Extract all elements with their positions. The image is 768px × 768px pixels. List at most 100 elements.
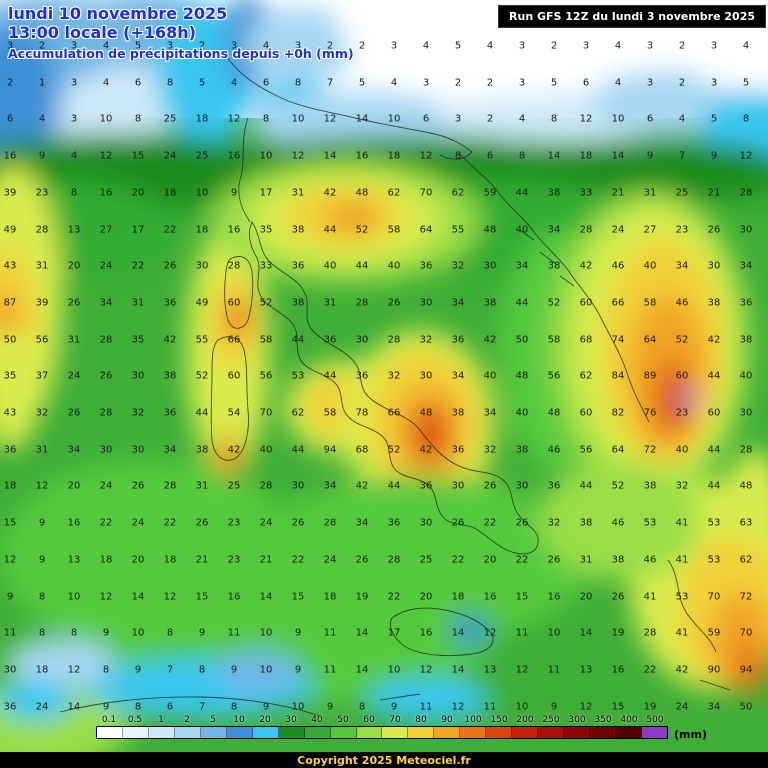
precip-value: 31 xyxy=(643,187,657,199)
precip-value: 68 xyxy=(579,334,593,346)
precip-value: 30 xyxy=(707,260,721,272)
precip-value: 24 xyxy=(35,701,49,713)
precip-value: 36 xyxy=(3,444,17,456)
precip-value: 46 xyxy=(643,554,657,566)
precip-value: 34 xyxy=(451,370,465,382)
precip-value: 5 xyxy=(358,77,366,89)
legend-swatch xyxy=(304,727,331,738)
precip-value: 24 xyxy=(323,554,337,566)
precip-value: 40 xyxy=(643,260,657,272)
precip-value: 44 xyxy=(323,224,337,235)
legend-tick-label: 1 xyxy=(158,715,164,725)
precip-value: 42 xyxy=(163,334,177,346)
precip-value: 2 xyxy=(678,40,686,52)
precip-value: 26 xyxy=(195,517,209,529)
precip-value: 24 xyxy=(675,701,689,713)
legend-tick-labels: 0.1 0.5 1 2 5 10 20 30 40 50 60 70 80 90 100 150 200 250 3… xyxy=(96,715,668,725)
precip-value: 28 xyxy=(387,554,401,566)
precip-value: 31 xyxy=(579,554,593,566)
precip-value: 64 xyxy=(611,444,625,456)
precip-value: 36 xyxy=(355,370,369,382)
precip-value: 62 xyxy=(291,407,305,419)
copyright-bar: Copyright 2025 Meteociel.fr xyxy=(0,752,768,768)
precip-value: 48 xyxy=(739,480,753,492)
precip-value: 72 xyxy=(739,591,753,602)
precip-value: 30 xyxy=(451,480,465,492)
precip-value: 28 xyxy=(99,407,113,419)
accumulation-label: Accumulation de précipitations depuis +0… xyxy=(8,46,354,61)
precip-value: 46 xyxy=(611,517,625,529)
precip-value: 44 xyxy=(515,187,529,199)
precip-value: 42 xyxy=(483,334,497,346)
precip-value: 14 xyxy=(355,113,369,125)
precip-value: 24 xyxy=(163,150,177,162)
precip-value: 12 xyxy=(35,480,49,492)
precip-value: 26 xyxy=(291,517,305,529)
precip-value: 10 xyxy=(515,701,529,713)
precip-value: 6 xyxy=(646,113,654,125)
precip-value: 18 xyxy=(579,150,593,162)
precip-value: 11 xyxy=(323,664,337,676)
precip-value: 18 xyxy=(195,113,209,125)
precip-value: 30 xyxy=(195,260,209,272)
precip-value: 53 xyxy=(707,517,721,529)
precip-value: 38 xyxy=(163,370,177,382)
precip-value: 28 xyxy=(387,334,401,346)
precip-value: 38 xyxy=(579,517,593,529)
legend-tick-label: 2 xyxy=(184,715,190,725)
precip-value: 3 xyxy=(422,77,430,89)
precip-value: 2 xyxy=(550,40,558,52)
legend-swatch xyxy=(148,727,175,738)
precip-value: 89 xyxy=(643,370,657,382)
precip-value: 31 xyxy=(35,444,49,456)
precip-value: 34 xyxy=(355,517,369,529)
precip-value: 66 xyxy=(611,297,625,309)
legend-tick-label: 70 xyxy=(389,715,401,725)
precip-value: 55 xyxy=(195,334,209,346)
precip-value: 24 xyxy=(131,517,145,529)
precip-value: 12 xyxy=(483,627,497,639)
precip-value: 56 xyxy=(259,370,273,382)
precip-value: 3 xyxy=(710,40,718,52)
legend-swatch xyxy=(226,727,253,738)
precip-value: 41 xyxy=(643,591,657,602)
precip-value: 9 xyxy=(38,554,46,566)
precip-value: 3 xyxy=(710,77,718,89)
precip-value: 22 xyxy=(163,224,177,235)
precip-value: 50 xyxy=(739,701,753,713)
precip-value: 8 xyxy=(70,187,78,199)
coastlines xyxy=(59,54,731,717)
precip-value: 8 xyxy=(102,664,110,676)
precip-value: 46 xyxy=(547,444,561,456)
precip-value: 34 xyxy=(451,297,465,309)
precip-value: 56 xyxy=(579,444,593,456)
map-header: lundi 10 novembre 2025 13:00 locale (+16… xyxy=(8,4,354,62)
precip-value: 10 xyxy=(259,150,273,162)
precip-value: 8 xyxy=(262,113,270,125)
precip-value: 3 xyxy=(390,40,398,52)
precip-value: 10 xyxy=(387,113,401,125)
precip-value: 26 xyxy=(131,480,145,492)
precip-value: 36 xyxy=(739,297,753,309)
legend-tick-label: 40 xyxy=(311,715,323,725)
precip-value: 9 xyxy=(134,664,142,676)
precip-value: 26 xyxy=(483,480,497,492)
precip-value: 12 xyxy=(515,664,529,676)
precip-value: 48 xyxy=(419,407,433,419)
precip-value: 14 xyxy=(451,664,465,676)
precip-value: 19 xyxy=(611,627,625,639)
legend-swatch xyxy=(460,727,487,738)
precip-value: 10 xyxy=(195,187,209,199)
precip-value: 18 xyxy=(387,150,401,162)
precip-value: 70 xyxy=(419,187,433,199)
precip-value: 6 xyxy=(262,77,270,89)
precip-value: 12 xyxy=(163,591,177,602)
precip-value: 22 xyxy=(99,517,113,529)
precip-value: 12 xyxy=(3,554,17,566)
precip-value: 19 xyxy=(355,591,369,602)
precip-value: 32 xyxy=(387,370,401,382)
precip-value: 44 xyxy=(291,444,305,456)
precip-value: 62 xyxy=(739,554,753,566)
precip-value: 18 xyxy=(3,480,17,492)
